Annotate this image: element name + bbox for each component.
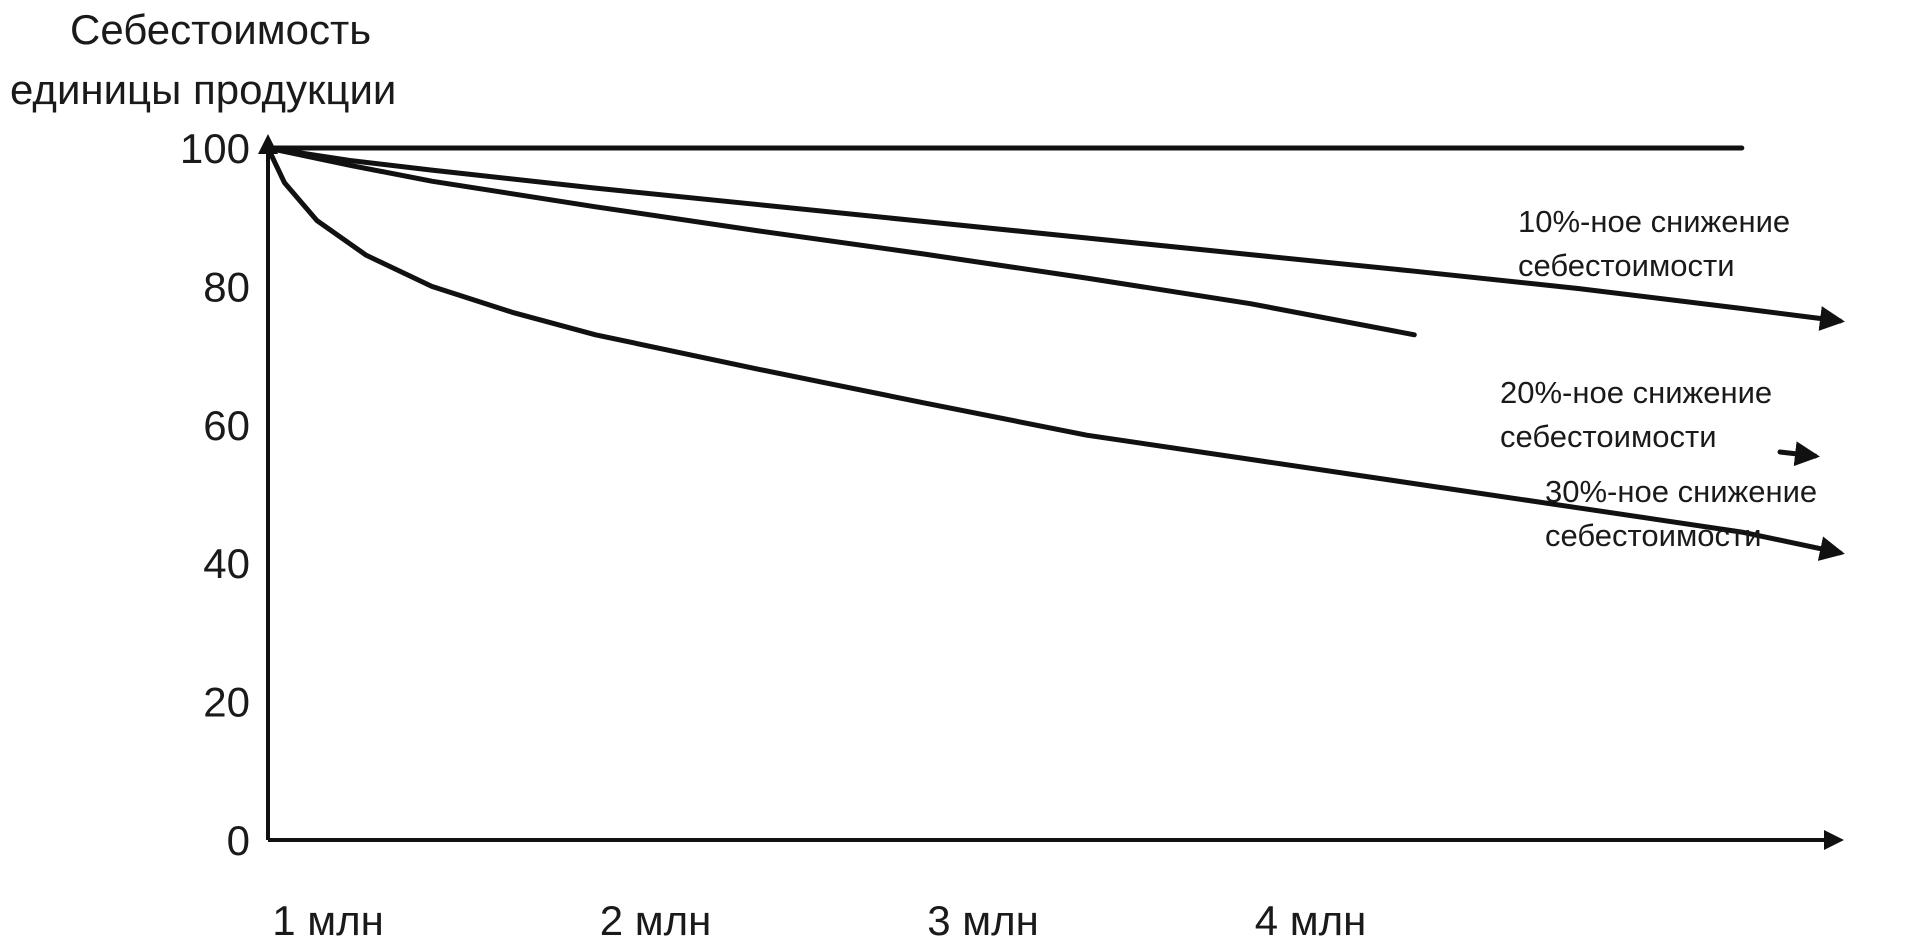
annotation-reduction-10-line-2: себестоимости xyxy=(1518,248,1735,283)
series-line-reduction-10 xyxy=(265,145,1845,331)
series-lines xyxy=(265,145,1845,561)
x-tick-label-1: 1 млн xyxy=(272,897,384,944)
y-tick-label-100: 100 xyxy=(180,125,250,172)
y-tick-label-20: 20 xyxy=(203,679,250,726)
annotation-reduction-20-line-1: 20%-ное снижение xyxy=(1500,375,1772,410)
annotation-reduction-30-line-2: себестоимости xyxy=(1545,518,1762,553)
y-tick-labels: 0 20 40 60 80 100 xyxy=(180,125,250,864)
annotation-arrow-20 xyxy=(1777,441,1820,467)
annotation-reduction-10-line-1: 10%-ное снижение xyxy=(1518,204,1790,239)
y-tick-label-60: 60 xyxy=(203,402,250,449)
axes xyxy=(258,134,1844,850)
annotation-reduction-30-line-1: 30%-ное снижение xyxy=(1545,474,1817,509)
annotation-reduction-20-line-2: себестоимости xyxy=(1500,419,1717,454)
series-annotations: 10%-ное снижение себестоимости 20%-ное сни… xyxy=(1500,204,1817,553)
y-axis-title: Себестоимость единицы продукции xyxy=(10,6,396,113)
series-line-reduction-20 xyxy=(265,145,1417,338)
y-tick-label-80: 80 xyxy=(203,263,250,310)
x-tick-label-2: 2 млн xyxy=(600,897,712,944)
y-tick-label-0: 0 xyxy=(227,817,250,864)
y-axis-title-line-1: Себестоимость xyxy=(70,6,371,53)
x-tick-label-3: 3 млн xyxy=(927,897,1039,944)
x-tick-label-4: 4 млн xyxy=(1255,897,1367,944)
series-line-reduction-30 xyxy=(265,145,1845,561)
y-axis-title-line-2: единицы продукции xyxy=(10,66,396,113)
y-tick-label-40: 40 xyxy=(203,540,250,587)
x-tick-labels: 1 млн 2 млн 3 млн 4 млн xyxy=(272,897,1366,944)
